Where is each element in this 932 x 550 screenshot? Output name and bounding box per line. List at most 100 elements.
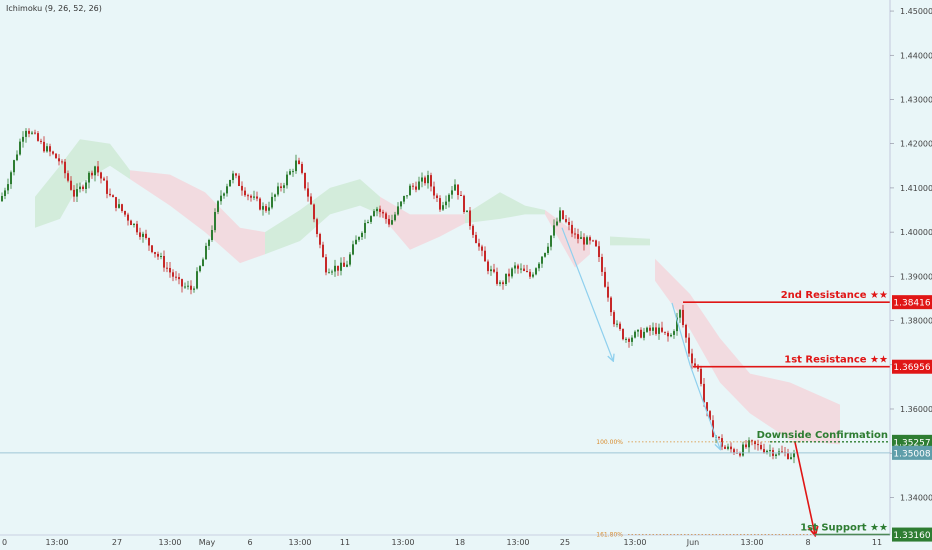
candle-body — [67, 173, 69, 181]
candle-body — [109, 193, 111, 196]
price-tag-label: 1.38416 — [893, 299, 930, 309]
candle-body — [511, 268, 513, 277]
candle-body — [262, 206, 264, 210]
candle-body — [757, 444, 759, 446]
candle-body — [442, 205, 444, 210]
x-tick-label: 13:00 — [158, 538, 181, 547]
price-tag — [892, 295, 932, 310]
y-tick-label: 1.41000 — [900, 184, 932, 193]
candle-body — [763, 449, 765, 453]
candle-body — [448, 194, 450, 202]
candle-body — [73, 189, 75, 197]
x-tick-label: 11 — [340, 538, 350, 547]
candle-body — [310, 196, 312, 205]
candle-body — [412, 185, 414, 187]
candle-body — [70, 180, 72, 190]
candle-body — [499, 282, 501, 284]
candle-body — [559, 210, 561, 222]
candle-body — [115, 197, 117, 208]
candle-body — [37, 133, 39, 141]
candle-body — [643, 331, 645, 338]
candle-body — [112, 195, 114, 198]
candle-body — [787, 452, 789, 459]
candle-body — [631, 337, 633, 342]
candle-body — [178, 277, 180, 280]
candle-body — [769, 450, 771, 452]
candle-body — [121, 204, 123, 211]
candle-body — [682, 309, 684, 325]
candle-body — [340, 262, 342, 271]
candle-body — [403, 196, 405, 202]
candle-body — [418, 181, 420, 190]
candle-body — [124, 211, 126, 215]
x-tick-label: 0 — [2, 538, 7, 547]
candle-body — [610, 297, 612, 313]
candle-body — [613, 312, 615, 325]
candle-body — [790, 457, 792, 459]
x-tick-label: 18 — [455, 538, 465, 547]
candle-body — [292, 171, 294, 173]
y-tick-label: 1.36000 — [900, 405, 932, 414]
candle-body — [535, 268, 537, 275]
candle-body — [793, 453, 795, 458]
candle-body — [280, 186, 282, 188]
candle-body — [52, 151, 54, 154]
candle-body — [196, 271, 198, 289]
candle-body — [265, 206, 267, 211]
candle-body — [328, 272, 330, 274]
level-label: 1st Support ★★ — [800, 523, 888, 534]
candle-body — [430, 175, 432, 187]
candle-body — [190, 285, 192, 290]
indicator-title: Ichimoku (9, 26, 52, 26) — [6, 4, 102, 13]
candle-body — [505, 273, 507, 284]
x-tick-label: 25 — [560, 538, 570, 547]
candle-body — [580, 237, 582, 239]
candle-body — [355, 239, 357, 245]
candle-body — [298, 160, 300, 164]
candle-body — [766, 450, 768, 453]
x-tick-label: May — [199, 538, 216, 547]
y-tick-label: 1.38000 — [900, 317, 932, 326]
candle-body — [307, 188, 309, 197]
candle-body — [541, 256, 543, 264]
candle-body — [640, 329, 642, 338]
candle-body — [493, 269, 495, 272]
candle-body — [751, 440, 753, 442]
level-label: 2nd Resistance ★★ — [781, 290, 888, 301]
candle-body — [607, 286, 609, 298]
candle-body — [634, 331, 636, 338]
candle-body — [592, 240, 594, 242]
candle-body — [469, 210, 471, 226]
candle-body — [556, 221, 558, 226]
candle-body — [679, 309, 681, 318]
candle-body — [721, 438, 723, 447]
candle-body — [31, 132, 33, 134]
y-tick-label: 1.40000 — [900, 228, 932, 237]
candle-body — [409, 185, 411, 196]
candle-body — [184, 286, 186, 288]
candle-body — [508, 273, 510, 277]
cloud-segment-bull — [610, 236, 650, 246]
x-tick-label: 27 — [112, 538, 122, 547]
price-tag-label: 1.33160 — [893, 531, 930, 541]
candle-body — [619, 323, 621, 329]
candle-body — [343, 262, 345, 267]
candle-body — [484, 250, 486, 262]
candle-body — [181, 279, 183, 287]
candle-body — [544, 253, 546, 257]
candle-body — [406, 195, 408, 197]
candle-body — [724, 446, 726, 449]
candle-body — [367, 222, 369, 223]
candle-body — [451, 190, 453, 195]
candle-body — [274, 194, 276, 197]
price-tag-label: 1.35008 — [893, 449, 930, 459]
candle-body — [160, 256, 162, 257]
candle-body — [82, 186, 84, 189]
candle-body — [4, 190, 6, 196]
candle-body — [397, 206, 399, 215]
candle-body — [361, 232, 363, 237]
candle-body — [304, 172, 306, 189]
candle-body — [301, 164, 303, 173]
